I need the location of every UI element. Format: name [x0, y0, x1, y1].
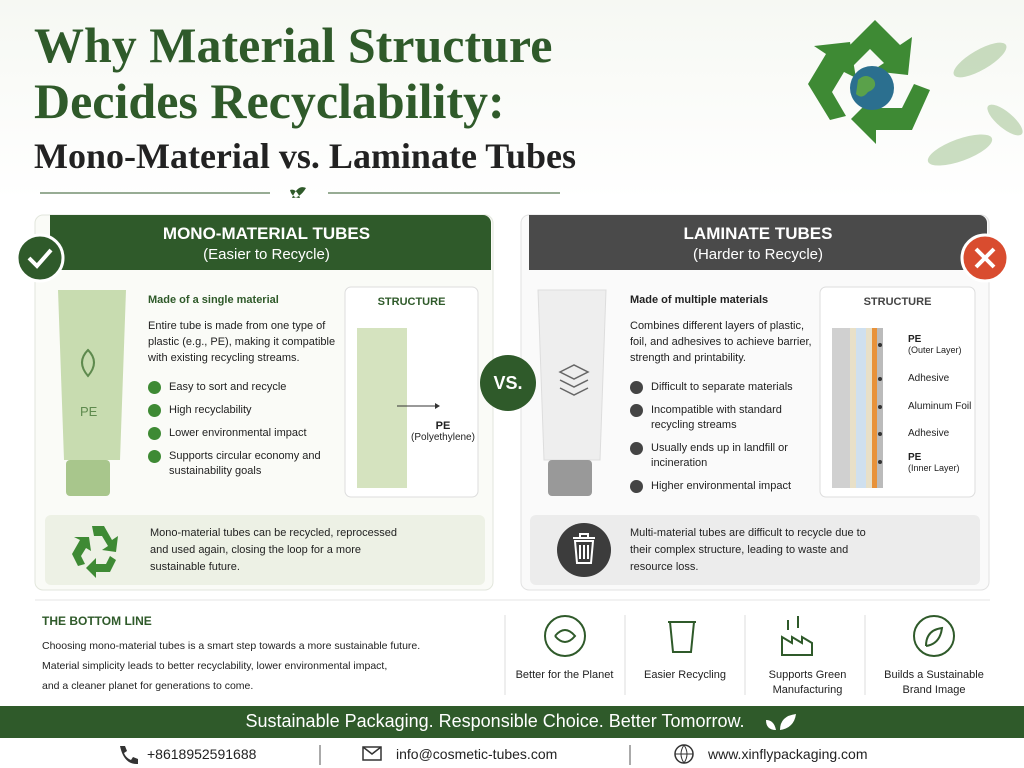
- benefit: Supports Green Manufacturing: [768, 669, 847, 696]
- line: Choosing mono-material tubes is a smart …: [42, 640, 421, 652]
- title: Decides Recyclability:: [34, 73, 505, 129]
- layer-name: PE: [908, 334, 922, 345]
- layer-detail: (Inner Layer): [908, 463, 960, 473]
- point-text: Incompatible with standard recycling str…: [651, 404, 782, 431]
- point: High recyclability: [148, 403, 338, 418]
- email: info@cosmetic-tubes.com: [396, 746, 558, 762]
- subtitle: Mono-Material vs. Laminate Tubes: [34, 136, 577, 176]
- subheading: (Harder to Recycle): [692, 246, 824, 263]
- phone: +8618952591688: [147, 746, 257, 762]
- point-text: Usually ends up in landfill or incinerat…: [651, 442, 788, 469]
- mono-text: Made of a single material Entire tube is…: [148, 294, 338, 487]
- mono-heading: MONO-MATERIAL TUBES (Easier to Recycle): [50, 224, 483, 263]
- point: Usually ends up in landfill or incinerat…: [630, 441, 815, 471]
- layer-name: Adhesive: [908, 373, 950, 384]
- point: Higher environmental impact: [630, 479, 815, 494]
- structure-title: STRUCTURE: [377, 296, 446, 308]
- point: Easy to sort and recycle: [148, 380, 338, 395]
- benefit: Builds a Sustainable Brand Image: [884, 669, 984, 696]
- point-text: Lower environmental impact: [169, 427, 307, 439]
- tagline: Sustainable Packaging. Responsible Choic…: [245, 711, 745, 731]
- layer: PE (Outer Layer): [908, 334, 962, 356]
- point-text: High recyclability: [169, 404, 252, 416]
- point-text: Difficult to separate materials: [651, 381, 793, 393]
- website: www.xinflypackaging.com: [708, 746, 868, 762]
- title: Why Material Structure: [34, 17, 553, 73]
- description: Entire tube is made from one type of pla…: [148, 320, 336, 364]
- layer-name: PE: [908, 452, 922, 463]
- point-text: Easy to sort and recycle: [169, 381, 287, 393]
- structure-title: STRUCTURE: [863, 296, 932, 308]
- layer-detail: (Polyethylene): [411, 432, 475, 443]
- line: and a cleaner planet for generations to …: [42, 680, 254, 692]
- point-text: Higher environmental impact: [651, 480, 792, 492]
- subheading: (Easier to Recycle): [203, 246, 330, 263]
- summary: Mono-material tubes can be recycled, rep…: [150, 527, 398, 573]
- heading: LAMINATE TUBES: [683, 224, 833, 243]
- description: Combines different layers of plastic, fo…: [630, 320, 812, 364]
- bottom-line-text: Choosing mono-material tubes is a smart …: [42, 636, 420, 696]
- vs: VS.: [493, 373, 523, 393]
- layer-name: Aluminum Foil: [908, 401, 972, 412]
- heading: MONO-MATERIAL TUBES: [162, 224, 371, 243]
- layer-name: PE: [435, 420, 451, 432]
- layer: PE (Polyethylene): [408, 420, 478, 443]
- point-text: Supports circular economy and sustainabi…: [169, 450, 321, 477]
- laminate-heading: LAMINATE TUBES (Harder to Recycle): [529, 224, 987, 263]
- layer-name: Adhesive: [908, 428, 950, 439]
- benefit: Better for the Planet: [515, 669, 614, 681]
- point: Incompatible with standard recycling str…: [630, 403, 815, 433]
- tube-label: PE: [80, 404, 98, 419]
- laminate-text: Made of multiple materials Combines diff…: [630, 294, 815, 502]
- point: Difficult to separate materials: [630, 380, 815, 395]
- bottom-line-title: THE BOTTOM LINE: [42, 614, 152, 628]
- layer-detail: (Outer Layer): [908, 345, 962, 355]
- point: Lower environmental impact: [148, 426, 338, 441]
- lead: Made of a single material: [148, 294, 279, 306]
- benefit: Easier Recycling: [644, 669, 726, 681]
- line: Material simplicity leads to better recy…: [42, 660, 388, 672]
- lead: Made of multiple materials: [630, 294, 769, 306]
- summary: Multi-material tubes are difficult to re…: [630, 527, 866, 573]
- layer: PE (Inner Layer): [908, 452, 960, 474]
- point: Supports circular economy and sustainabi…: [148, 449, 338, 479]
